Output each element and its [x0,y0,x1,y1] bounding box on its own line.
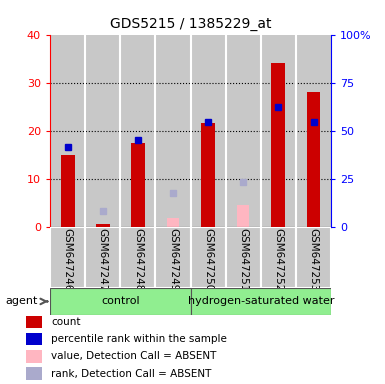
Text: GSM647253: GSM647253 [308,228,318,291]
Bar [296,227,331,288]
Text: GSM647249: GSM647249 [168,228,178,291]
Bar [26,333,42,345]
Bar [156,227,191,288]
Bar [26,367,42,380]
Bar [85,227,120,288]
Text: percentile rank within the sample: percentile rank within the sample [51,334,227,344]
Title: GDS5215 / 1385229_at: GDS5215 / 1385229_at [110,17,271,31]
Bar [97,224,109,227]
Text: GSM647246: GSM647246 [63,228,73,291]
Bar [201,123,215,227]
Bar [121,35,156,227]
Text: agent: agent [6,296,38,306]
Bar [237,205,249,227]
Bar [191,288,331,315]
Bar [50,35,85,227]
Bar [26,350,42,362]
Bar [261,227,296,288]
Text: GSM647252: GSM647252 [273,228,283,291]
Bar [85,35,120,227]
Bar [261,35,296,227]
Bar [131,142,145,227]
Bar [121,227,156,288]
Bar [61,155,75,227]
Bar [296,35,331,227]
Bar [191,227,226,288]
Text: GSM647247: GSM647247 [98,228,108,291]
Bar [96,224,110,227]
Bar [26,316,42,328]
Text: GSM647251: GSM647251 [238,228,248,291]
Bar [226,35,261,227]
Text: rank, Detection Call = ABSENT: rank, Detection Call = ABSENT [51,369,211,379]
Bar [191,35,226,227]
Bar [50,227,85,288]
Text: GSM647248: GSM647248 [133,228,143,291]
Bar [167,218,179,227]
Text: GSM647250: GSM647250 [203,228,213,291]
Text: control: control [101,296,140,306]
Bar [306,92,320,227]
Text: hydrogen-saturated water: hydrogen-saturated water [187,296,334,306]
Bar [50,288,191,315]
Text: value, Detection Call = ABSENT: value, Detection Call = ABSENT [51,351,216,361]
Bar [226,227,261,288]
Bar [156,35,191,227]
Text: count: count [51,317,80,327]
Bar [271,63,285,227]
